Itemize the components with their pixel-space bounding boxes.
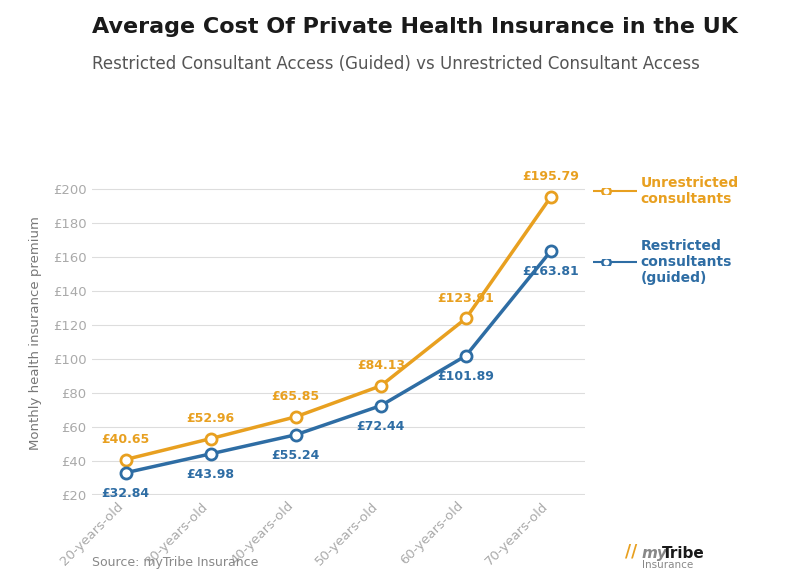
Text: £84.13: £84.13 bbox=[357, 359, 405, 372]
Text: Tribe: Tribe bbox=[662, 546, 705, 561]
Text: £65.85: £65.85 bbox=[271, 390, 320, 403]
Text: my: my bbox=[642, 546, 668, 561]
Text: Average Cost Of Private Health Insurance in the UK: Average Cost Of Private Health Insurance… bbox=[92, 17, 737, 37]
Text: £32.84: £32.84 bbox=[102, 486, 150, 500]
Text: Restricted Consultant Access (Guided) vs Unrestricted Consultant Access: Restricted Consultant Access (Guided) vs… bbox=[92, 55, 700, 72]
Text: £72.44: £72.44 bbox=[357, 420, 405, 432]
Text: £163.81: £163.81 bbox=[523, 264, 579, 278]
Text: £43.98: £43.98 bbox=[187, 467, 235, 481]
Text: £195.79: £195.79 bbox=[523, 170, 579, 183]
Text: £40.65: £40.65 bbox=[101, 432, 150, 446]
Text: Source: myTribe Insurance: Source: myTribe Insurance bbox=[92, 556, 258, 569]
Text: £55.24: £55.24 bbox=[271, 448, 320, 462]
Y-axis label: Monthly health insurance premium: Monthly health insurance premium bbox=[29, 217, 42, 450]
Text: Insurance: Insurance bbox=[642, 561, 693, 570]
Text: Restricted
consultants
(guided): Restricted consultants (guided) bbox=[641, 239, 732, 285]
Text: //: // bbox=[625, 543, 643, 561]
Text: £123.91: £123.91 bbox=[438, 292, 494, 305]
Text: £52.96: £52.96 bbox=[186, 412, 235, 425]
Text: Unrestricted
consultants: Unrestricted consultants bbox=[641, 176, 739, 206]
Text: £101.89: £101.89 bbox=[438, 370, 494, 382]
